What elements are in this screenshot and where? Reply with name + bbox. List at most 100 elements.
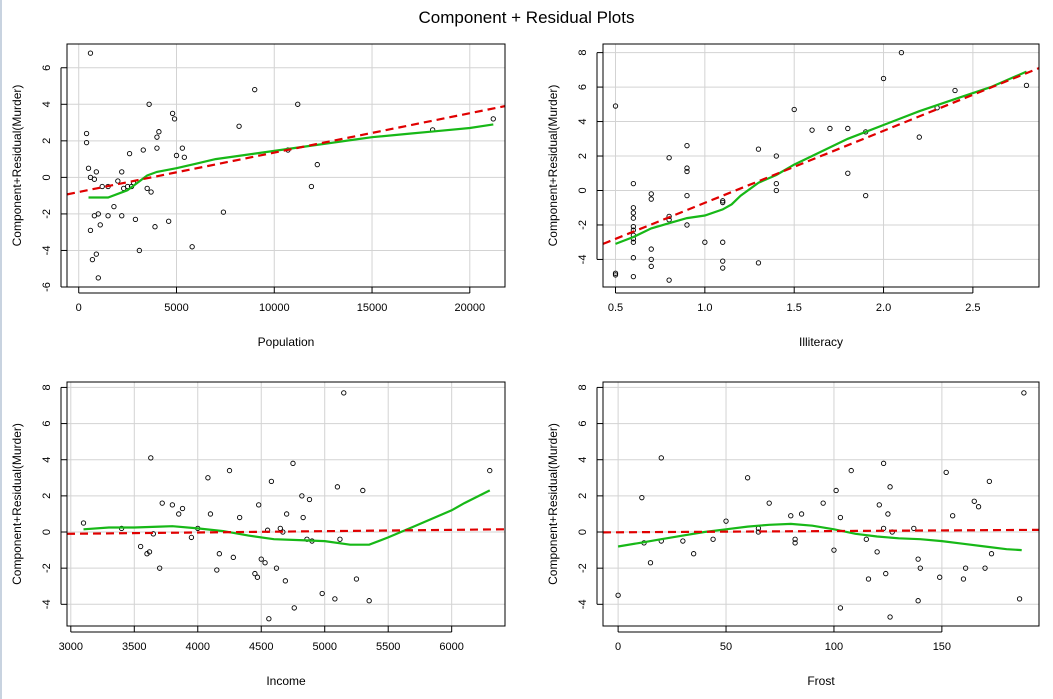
data-point: [792, 540, 798, 546]
y-tick-label: 4: [41, 457, 53, 463]
data-point: [308, 183, 315, 190]
y-tick-label: 2: [41, 138, 53, 144]
data-point: [334, 484, 341, 490]
data-point: [268, 478, 275, 485]
x-tick-label: 3000: [59, 641, 83, 653]
data-point: [173, 152, 180, 159]
window-edge: [0, 0, 2, 699]
data-point: [612, 272, 619, 278]
x-tick-label: 3500: [122, 641, 146, 653]
data-point: [684, 143, 690, 149]
fit-line: [67, 105, 505, 196]
data-point: [937, 574, 943, 580]
data-point: [885, 511, 891, 517]
data-point: [300, 514, 306, 521]
x-tick-label: 2.0: [876, 302, 891, 314]
data-point: [720, 258, 726, 264]
data-point: [159, 500, 165, 506]
data-point: [648, 263, 654, 269]
data-point: [169, 110, 176, 117]
data-point: [148, 189, 154, 195]
data-point: [148, 455, 154, 461]
data-point: [684, 193, 690, 199]
x-tick-label: 2.5: [965, 302, 980, 314]
data-point: [80, 520, 87, 526]
data-point: [845, 170, 851, 176]
data-point: [119, 169, 125, 175]
y-tick-label: 0: [41, 174, 53, 180]
data-point: [684, 222, 690, 228]
data-point: [917, 565, 923, 571]
panel-population: 0 5000 10000 15000 20000 -6 -4 -2 0 2 4 6 Population…: [10, 43, 506, 349]
y-axis-title: Component+Residual(Murder): [546, 423, 560, 585]
data-point: [258, 556, 264, 562]
data-point: [319, 590, 325, 597]
data-point: [154, 145, 160, 151]
data-point: [252, 570, 258, 577]
data-point: [710, 536, 716, 542]
data-point: [880, 75, 887, 82]
data-point: [337, 536, 343, 542]
data-point: [720, 239, 726, 245]
y-tick-label: 6: [41, 421, 53, 427]
data-point: [639, 495, 645, 501]
x-axis-title: Illiteracy: [799, 335, 843, 349]
data-point: [490, 116, 496, 122]
data-point: [95, 211, 101, 217]
data-point: [146, 549, 153, 555]
data-point: [273, 565, 280, 571]
data-point: [723, 518, 729, 524]
data-point: [876, 502, 882, 508]
data-point: [887, 484, 893, 490]
data-point: [648, 256, 654, 263]
x-axis-title: Population: [258, 335, 315, 349]
data-point: [83, 140, 90, 146]
y-tick-label: 8: [41, 384, 53, 390]
data-point: [282, 578, 289, 584]
data-point: [189, 244, 195, 250]
x-tick-label: 5000: [312, 641, 336, 653]
data-point: [146, 101, 152, 107]
data-point: [87, 50, 94, 56]
data-point: [766, 500, 772, 506]
y-tick-label: 2: [41, 493, 53, 499]
data-point: [831, 547, 837, 553]
y-tick-label: 0: [41, 529, 53, 535]
y-tick-label: 8: [577, 50, 589, 56]
data-point: [684, 165, 690, 171]
panel-income: 3000 3500 4000 4500 5000 5500 6000 -4 -2 0 2 4 6 8 Inc…: [10, 381, 506, 688]
data-point: [140, 147, 146, 153]
data-point: [755, 146, 762, 152]
data-point: [171, 116, 178, 122]
y-tick-label: 2: [577, 493, 589, 499]
data-point: [971, 498, 977, 504]
data-point: [1016, 596, 1023, 602]
data-point: [179, 505, 186, 512]
data-point: [898, 49, 905, 56]
data-point: [720, 199, 726, 206]
x-tick-label: 4000: [186, 641, 210, 653]
x-tick-label: 1.5: [787, 302, 802, 314]
data-point: [798, 511, 805, 517]
data-point: [137, 543, 144, 550]
data-point: [214, 567, 220, 573]
data-point: [126, 150, 133, 157]
data-point: [648, 246, 654, 252]
data-point: [487, 467, 493, 474]
data-point: [314, 161, 320, 168]
y-tick-label: 0: [577, 187, 589, 193]
data-point: [254, 574, 261, 580]
data-point: [115, 178, 121, 184]
x-tick-label: 4500: [249, 641, 273, 653]
data-point: [647, 560, 654, 566]
plot-frame: [66, 381, 506, 627]
data-point: [916, 134, 922, 140]
data-point: [85, 165, 92, 171]
y-tick-label: 4: [577, 118, 589, 124]
data-point: [755, 260, 762, 266]
data-point: [915, 598, 921, 604]
y-axis-title: Component+Residual(Murder): [10, 423, 24, 585]
data-point: [845, 125, 851, 132]
data-point: [144, 185, 150, 191]
